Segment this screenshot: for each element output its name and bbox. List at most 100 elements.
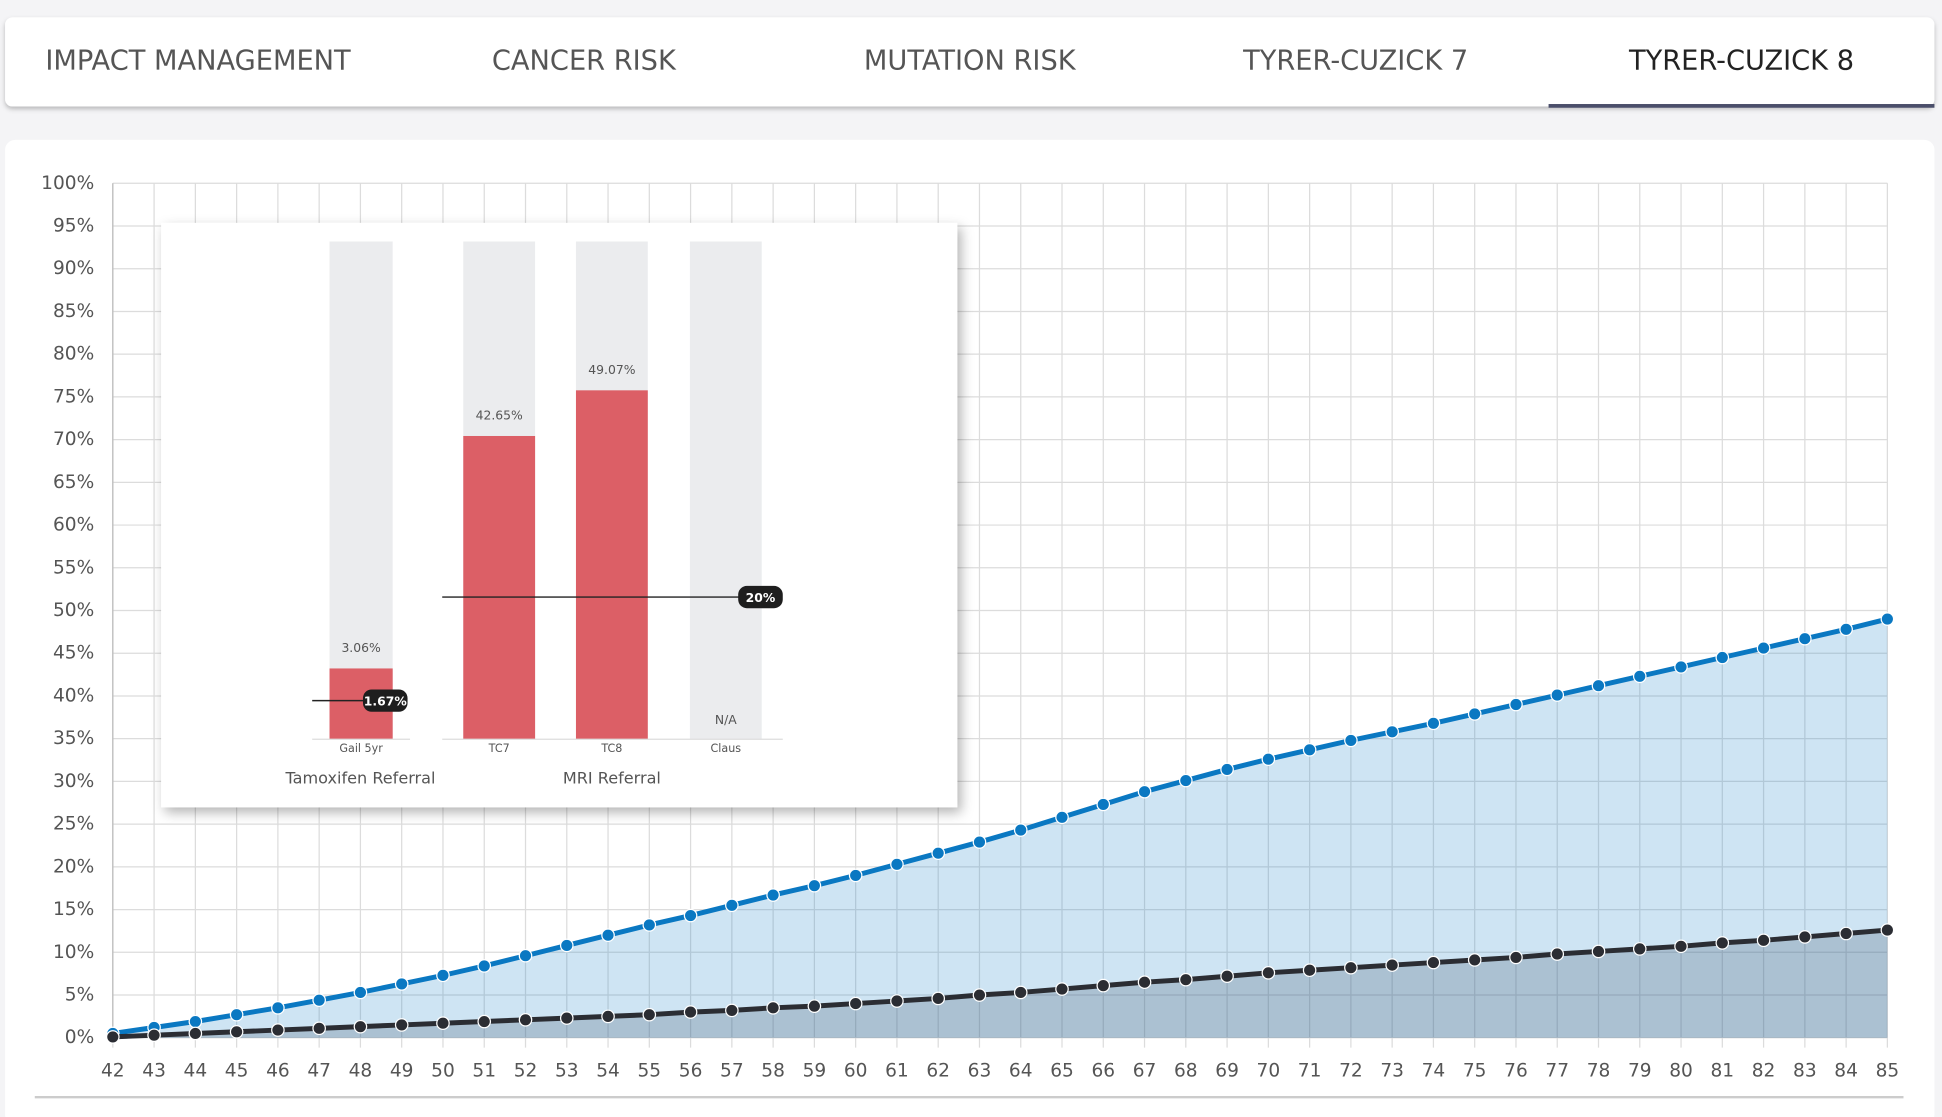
- point: [972, 988, 987, 1002]
- y-tick-label: 0%: [65, 1027, 94, 1048]
- point: [1055, 982, 1069, 996]
- point: [394, 1018, 409, 1032]
- x-tick-label: 74: [1422, 1061, 1446, 1082]
- area: [112, 619, 1888, 1038]
- x-tick-label: 83: [1793, 1061, 1817, 1082]
- point: [1426, 716, 1441, 731]
- point: [601, 928, 615, 943]
- x-tick-label: 68: [1174, 1061, 1198, 1082]
- y-tick-label: 50%: [53, 600, 94, 621]
- y-tick-label: 95%: [53, 216, 94, 237]
- point: [807, 999, 822, 1013]
- x-tick-label: 59: [803, 1061, 827, 1082]
- x-tick-label: 77: [1545, 1061, 1569, 1082]
- y-tick-label: 80%: [53, 344, 94, 365]
- x-tick-label: 64: [1009, 1061, 1033, 1082]
- x-tick-label: 56: [679, 1061, 703, 1082]
- x-tick-label: 43: [142, 1061, 166, 1082]
- point: [1261, 752, 1276, 766]
- point: [188, 1026, 203, 1041]
- x-tick-label: 50: [431, 1061, 455, 1082]
- y-tick-label: 20%: [53, 856, 94, 877]
- point: [1798, 631, 1812, 646]
- tab[interactable]: MUTATION RISK: [864, 45, 1077, 76]
- bar-background: [329, 241, 393, 740]
- threshold-pill: [362, 689, 408, 712]
- point: [1756, 641, 1771, 655]
- x-tick-label: 48: [349, 1061, 373, 1082]
- point: [1261, 965, 1276, 980]
- x-tick-label: 46: [266, 1061, 290, 1082]
- point: [848, 996, 863, 1011]
- point: [147, 1028, 161, 1042]
- point: [229, 1024, 244, 1039]
- tab[interactable]: TYRER-CUZICK 8: [1628, 45, 1854, 76]
- x-tick-label: 65: [1050, 1061, 1074, 1082]
- x-tick-label: 73: [1380, 1061, 1404, 1082]
- bar-value-label: 49.07%: [588, 363, 635, 377]
- point: [229, 1007, 244, 1022]
- point: [1674, 660, 1688, 674]
- tab[interactable]: IMPACT MANAGEMENT: [45, 45, 351, 76]
- point: [1055, 810, 1069, 825]
- point: [1137, 975, 1152, 990]
- x-tick-label: 61: [885, 1061, 909, 1082]
- x-tick-label: 51: [472, 1061, 496, 1082]
- y-tick-label: 90%: [53, 258, 94, 279]
- point: [1674, 939, 1688, 954]
- x-tick-label: 58: [761, 1061, 785, 1082]
- active-tab-underline: [1548, 104, 1935, 108]
- point: [1715, 936, 1730, 950]
- point: [1179, 972, 1193, 987]
- x-tick-label: 55: [638, 1061, 662, 1082]
- y-tick-label: 30%: [53, 771, 94, 792]
- x-tick-label: 76: [1504, 1061, 1528, 1082]
- x-tick-label: 81: [1710, 1061, 1734, 1082]
- tab[interactable]: CANCER RISK: [492, 45, 677, 76]
- point: [1591, 678, 1606, 693]
- tab[interactable]: TYRER-CUZICK 7: [1242, 45, 1468, 76]
- point: [271, 1001, 285, 1015]
- point: [1509, 697, 1523, 712]
- x-tick-label: 54: [596, 1061, 620, 1082]
- point: [725, 1003, 739, 1018]
- point: [890, 857, 904, 872]
- point: [1467, 953, 1482, 967]
- bar-value-label: N/A: [715, 713, 737, 727]
- y-tick-label: 75%: [53, 386, 94, 407]
- point: [683, 1005, 698, 1019]
- inset-panel: [161, 222, 958, 808]
- x-tick-label: 49: [390, 1061, 414, 1082]
- bar: [463, 435, 536, 740]
- point: [1344, 733, 1358, 748]
- group-label: MRI Referral: [563, 768, 661, 787]
- x-tick-label: 52: [514, 1061, 538, 1082]
- point: [1715, 650, 1730, 665]
- point: [1302, 963, 1317, 978]
- x-tick-label: 53: [555, 1061, 579, 1082]
- point: [1467, 707, 1482, 721]
- threshold-label: 1.67%: [364, 694, 407, 708]
- tab-bar: [5, 17, 1935, 107]
- point: [312, 1021, 326, 1036]
- point: [1179, 773, 1193, 788]
- y-tick-label: 35%: [53, 728, 94, 749]
- point: [931, 846, 946, 860]
- y-tick-label: 45%: [53, 643, 94, 664]
- point: [353, 1019, 368, 1034]
- y-tick-label: 25%: [53, 814, 94, 835]
- group-label: Tamoxifen Referral: [284, 768, 435, 787]
- point: [1632, 669, 1647, 684]
- point: [518, 948, 533, 963]
- bar: [575, 390, 648, 740]
- point: [1880, 923, 1895, 937]
- x-tick-label: 69: [1215, 1061, 1239, 1082]
- point: [1509, 950, 1523, 965]
- x-tick-label: 82: [1752, 1061, 1776, 1082]
- point: [1550, 688, 1565, 702]
- x-tick-label: 75: [1463, 1061, 1487, 1082]
- point: [353, 985, 368, 1000]
- point: [559, 1011, 574, 1025]
- x-tick-label: 63: [968, 1061, 992, 1082]
